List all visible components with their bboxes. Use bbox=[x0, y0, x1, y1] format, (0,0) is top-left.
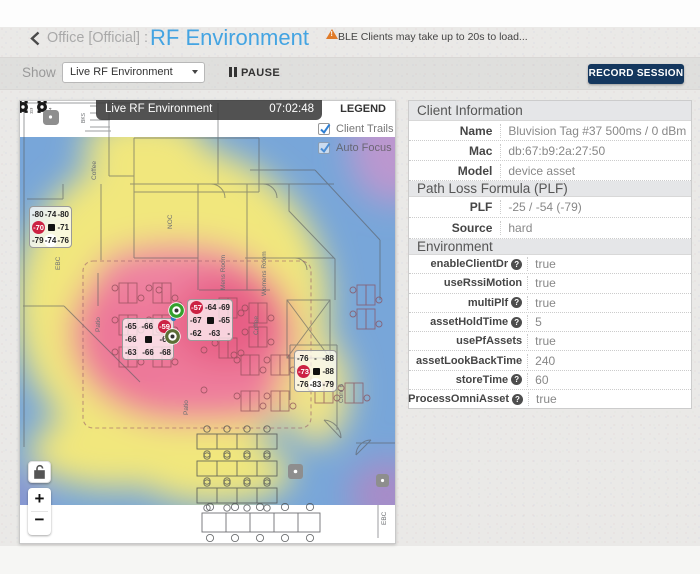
svg-text:Mens Room: Mens Room bbox=[220, 255, 227, 290]
svg-text:Patio: Patio bbox=[183, 400, 190, 415]
svg-text:Coffee: Coffee bbox=[253, 316, 260, 335]
svg-text:BKS: BKS bbox=[81, 112, 87, 123]
svg-text:113: 113 bbox=[29, 107, 34, 114]
svg-text:NOC: NOC bbox=[167, 214, 174, 229]
svg-text:Womens Room: Womens Room bbox=[261, 251, 268, 296]
svg-text:EBC: EBC bbox=[55, 256, 62, 270]
svg-text:Patio: Patio bbox=[95, 317, 102, 332]
svg-text:Coffee: Coffee bbox=[91, 161, 98, 180]
svg-text:EBC: EBC bbox=[381, 511, 388, 525]
svg-text:Conf 6: Conf 6 bbox=[338, 383, 345, 403]
